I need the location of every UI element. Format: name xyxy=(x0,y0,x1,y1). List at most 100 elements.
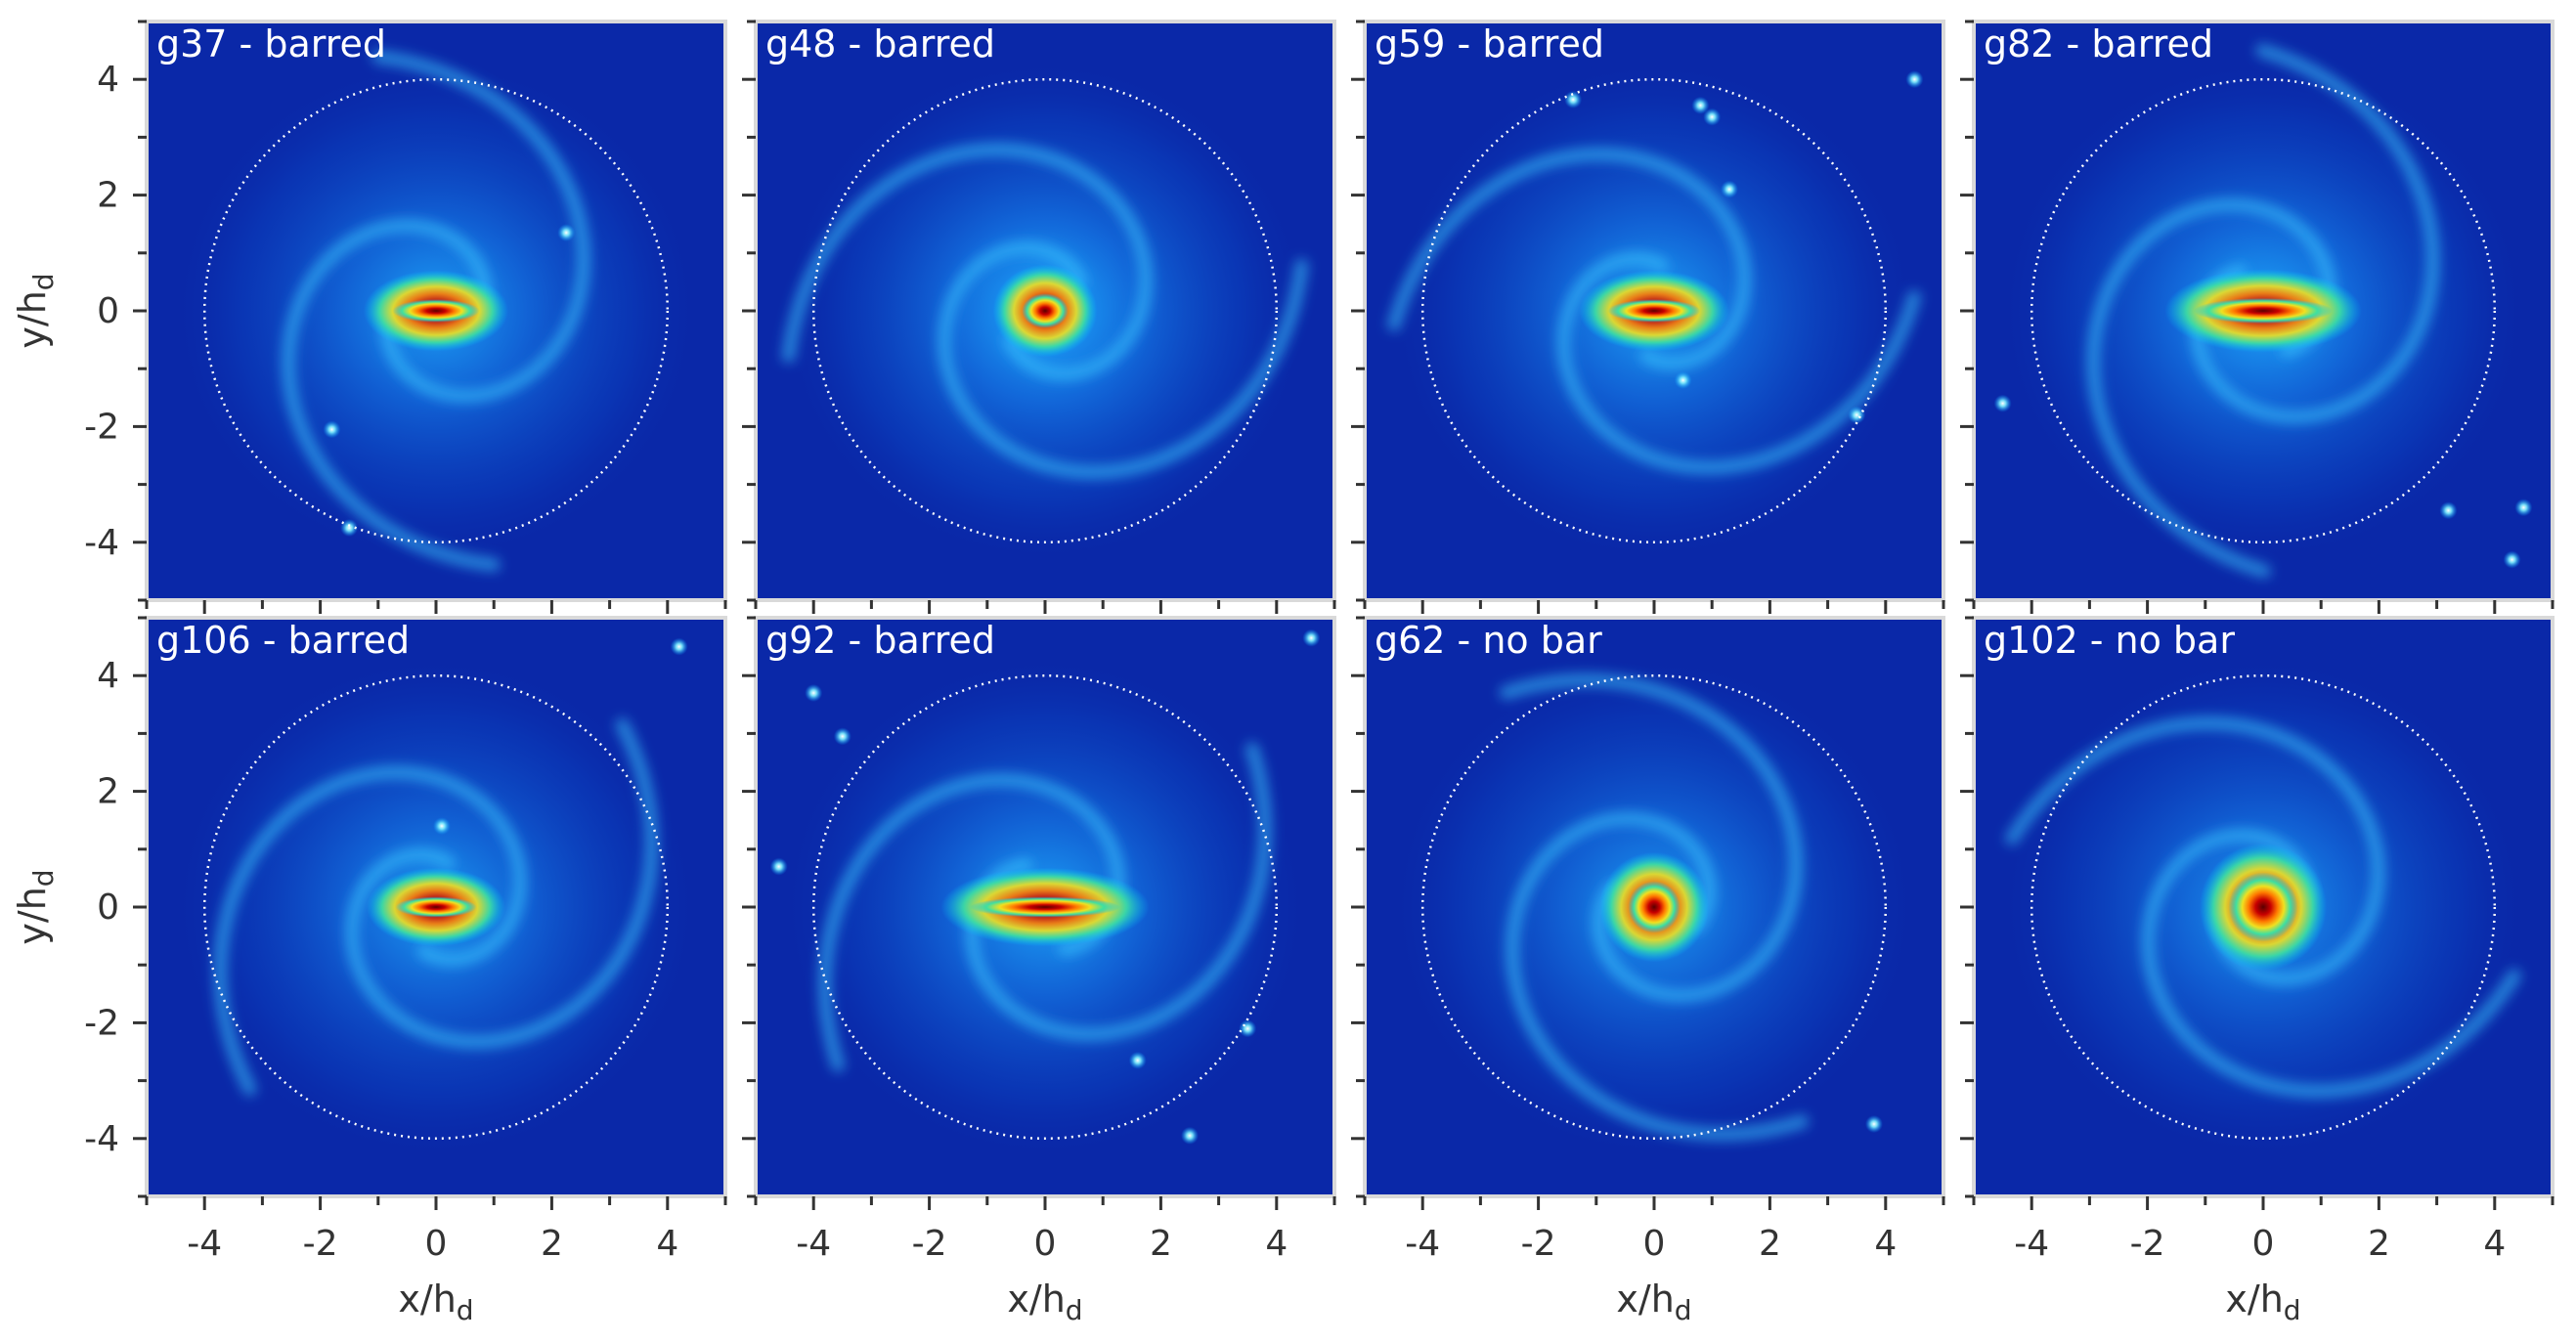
x-tick-label: 0 xyxy=(425,1224,448,1264)
galaxy-bar xyxy=(2193,297,2334,325)
panel-ticks xyxy=(742,20,1336,614)
x-tick-label: 4 xyxy=(2483,1224,2506,1264)
x-tick-label: -4 xyxy=(1405,1224,1440,1264)
star-clump xyxy=(1181,1126,1199,1145)
galaxy-bar xyxy=(970,896,1120,918)
star-clump xyxy=(1703,108,1722,126)
star-clump xyxy=(323,420,341,439)
reference-circle xyxy=(202,673,670,1141)
x-tick-label: -4 xyxy=(2014,1224,2049,1264)
panel-title: g48 - barred xyxy=(765,22,995,65)
panel-6: g92 - barred xyxy=(754,616,1336,1198)
x-tick-label: -4 xyxy=(187,1224,222,1264)
spiral-arms xyxy=(1387,147,1921,475)
star-clump xyxy=(1905,70,1924,89)
star-clump xyxy=(1848,406,1866,424)
panel-5: g106 - barred xyxy=(145,616,727,1198)
x-tick-label: 0 xyxy=(1034,1224,1057,1264)
x-tick-label: -2 xyxy=(912,1224,947,1264)
reference-circle xyxy=(2030,77,2497,544)
galaxy-core xyxy=(2228,872,2298,942)
y-tick-label: 4 xyxy=(97,656,119,696)
spiral-arm xyxy=(371,50,591,404)
x-tick-label: 4 xyxy=(1874,1224,1897,1264)
panel-2: g48 - barred xyxy=(754,20,1336,602)
x-tick-label: 2 xyxy=(1759,1224,1781,1264)
spiral-arm xyxy=(1505,811,1810,1142)
galaxy-bar xyxy=(1607,299,1701,323)
x-tick-label: 2 xyxy=(2368,1224,2390,1264)
panel-title: g59 - barred xyxy=(1375,22,1604,65)
reference-circle xyxy=(1420,77,1888,544)
star-clump xyxy=(557,224,576,242)
reference-circle xyxy=(811,77,1279,544)
spiral-arm xyxy=(1556,251,1921,475)
star-clump xyxy=(1564,90,1583,108)
spiral-arm xyxy=(781,142,1154,381)
star-clump xyxy=(340,519,359,537)
star-clump xyxy=(1128,1051,1147,1069)
galaxy-core xyxy=(1628,881,1681,933)
spiral-arm xyxy=(1499,672,1804,1003)
y-tick-label: 0 xyxy=(97,291,119,331)
x-axis-label: x/hd xyxy=(1007,1278,1082,1326)
star-clump xyxy=(2514,498,2533,517)
star-clump xyxy=(1720,180,1738,198)
galaxy-bar xyxy=(1022,293,1069,328)
panel-8: g102 - no bar xyxy=(1972,616,2554,1198)
panel-ticks xyxy=(133,20,727,614)
x-axis-label: x/hd xyxy=(398,1278,473,1326)
y-tick-label: 0 xyxy=(97,888,119,928)
y-tick-label: 4 xyxy=(97,60,119,100)
spiral-arm xyxy=(344,717,659,1049)
star-clump xyxy=(670,637,688,656)
spiral-arms xyxy=(281,50,591,572)
y-axis-label: y/hd xyxy=(11,869,60,944)
panel-title: g82 - barred xyxy=(1984,22,2213,65)
spiral-arms xyxy=(1499,672,1810,1142)
panel-7: g62 - no bar xyxy=(1363,616,1945,1198)
spiral-arm xyxy=(213,765,528,1097)
y-tick-label: -4 xyxy=(84,523,119,563)
panel-title: g102 - no bar xyxy=(1984,619,2235,662)
x-tick-label: 4 xyxy=(1265,1224,1288,1264)
star-clump xyxy=(769,857,788,876)
spiral-arms xyxy=(213,717,659,1097)
star-clump xyxy=(2439,501,2458,520)
star-clump xyxy=(1993,394,2012,412)
spiral-arms xyxy=(781,142,1309,480)
reference-circle xyxy=(1420,673,1888,1141)
x-tick-label: -4 xyxy=(796,1224,831,1264)
panel-ticks xyxy=(1960,616,2554,1210)
panel-title: g62 - no bar xyxy=(1375,619,1602,662)
star-clump xyxy=(1674,371,1692,390)
spiral-arm xyxy=(281,218,501,572)
panel-ticks xyxy=(742,616,1336,1210)
x-tick-label: -2 xyxy=(2130,1224,2165,1264)
panel-ticks xyxy=(1351,616,1945,1210)
x-tick-label: 0 xyxy=(2252,1224,2275,1264)
galaxy-bar xyxy=(392,299,480,323)
y-tick-label: -4 xyxy=(84,1119,119,1159)
y-axis-label: y/hd xyxy=(11,273,60,348)
y-tick-label: -2 xyxy=(84,1003,119,1043)
panel-3: g59 - barred xyxy=(1363,20,1945,602)
reference-circle xyxy=(811,673,1279,1141)
panel-title: g92 - barred xyxy=(765,619,995,662)
panel-4: g82 - barred xyxy=(1972,20,2554,602)
spiral-arm xyxy=(937,240,1309,480)
x-axis-label: x/hd xyxy=(1616,1278,1691,1326)
panel-title: g37 - barred xyxy=(156,22,386,65)
star-clump xyxy=(1239,1019,1257,1038)
panels-layer: g37 - barred g48 - barred g59 - barred g82 … xyxy=(145,20,2554,1198)
x-tick-label: -2 xyxy=(303,1224,338,1264)
star-clump xyxy=(1302,628,1321,647)
star-clump xyxy=(1691,96,1710,114)
x-tick-label: -2 xyxy=(1521,1224,1556,1264)
star-clump xyxy=(432,817,451,836)
axes-layer: -4 -2 0 2 4 y/hd -4 -2 0 2 4 y/hd -4 -2 0 2 4 x/hd -4 -2 0 2 4… xyxy=(11,20,2554,1326)
star-clump xyxy=(2503,550,2521,569)
panel-ticks xyxy=(1960,20,2554,614)
x-tick-label: 0 xyxy=(1643,1224,1666,1264)
